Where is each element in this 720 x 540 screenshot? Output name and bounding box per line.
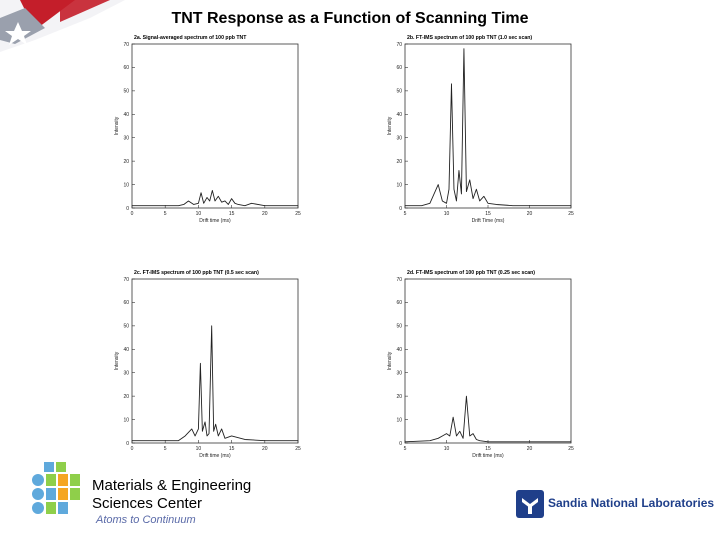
- y-tick-label: 40: [123, 112, 129, 118]
- chart-title: 2a. Signal-averaged spectrum of 100 ppb …: [134, 35, 247, 41]
- y-tick-label: 10: [123, 182, 129, 188]
- chart-title: 2c. FT-IMS spectrum of 100 ppb TNT (0.5 …: [134, 270, 259, 276]
- y-tick-label: 50: [396, 89, 402, 95]
- flag-graphic: [0, 0, 125, 52]
- x-tick-label: 0: [131, 211, 134, 217]
- y-tick-label: 70: [396, 42, 402, 48]
- x-axis-label: Drift time (ms): [199, 218, 231, 224]
- center-name: Materials & Engineering Sciences Center: [92, 477, 251, 513]
- x-tick-label: 20: [527, 211, 533, 217]
- y-tick-label: 20: [396, 394, 402, 400]
- x-tick-label: 20: [262, 211, 268, 217]
- x-tick-label: 25: [568, 211, 574, 217]
- chart-title: 2b. FT-IMS spectrum of 100 ppb TNT (1.0 …: [407, 35, 532, 41]
- y-tick-label: 60: [123, 65, 129, 71]
- x-tick-label: 25: [295, 211, 301, 217]
- x-tick-label: 15: [229, 211, 235, 217]
- y-tick-label: 20: [396, 159, 402, 165]
- chart-panel-2d: 2d. FT-IMS spectrum of 100 ppb TNT (0.25…: [385, 265, 585, 465]
- y-axis-label: Intensity: [387, 116, 393, 135]
- plot-frame: [131, 278, 299, 444]
- plot-frame: [404, 43, 572, 209]
- chart-panel-2c: 2c. FT-IMS spectrum of 100 ppb TNT (0.5 …: [112, 265, 312, 465]
- slide-title: TNT Response as a Function of Scanning T…: [171, 10, 529, 27]
- y-tick-label: 60: [123, 300, 129, 306]
- x-tick-label: 20: [262, 446, 268, 452]
- y-tick-label: 40: [396, 347, 402, 353]
- y-axis-label: Intensity: [387, 351, 393, 370]
- chart-panel-2b: 2b. FT-IMS spectrum of 100 ppb TNT (1.0 …: [385, 30, 585, 230]
- y-tick-label: 40: [396, 112, 402, 118]
- y-axis-label: Intensity: [114, 116, 120, 135]
- x-tick-label: 0: [131, 446, 134, 452]
- sandia-thunderbird-icon: [516, 490, 544, 518]
- y-tick-label: 70: [123, 42, 129, 48]
- y-tick-label: 20: [123, 159, 129, 165]
- spectrum-line: [405, 48, 571, 207]
- plot-frame: [131, 43, 299, 209]
- y-tick-label: 70: [396, 277, 402, 283]
- y-tick-label: 30: [123, 371, 129, 377]
- y-tick-label: 0: [399, 441, 402, 447]
- center-name-line1: Materials & Engineering: [92, 477, 252, 494]
- center-logo-icon: [32, 462, 80, 514]
- x-tick-label: 15: [485, 211, 491, 217]
- x-tick-label: 10: [444, 446, 450, 452]
- x-tick-label: 5: [164, 211, 167, 217]
- y-tick-label: 30: [396, 371, 402, 377]
- y-tick-label: 20: [123, 394, 129, 400]
- y-tick-label: 0: [399, 206, 402, 212]
- spectrum-line: [404, 395, 571, 443]
- chart-2d: 2d. FT-IMS spectrum of 100 ppb TNT (0.25…: [387, 270, 574, 459]
- x-tick-label: 25: [295, 446, 301, 452]
- x-tick-label: 5: [404, 211, 407, 217]
- y-tick-label: 30: [123, 136, 129, 142]
- y-tick-label: 0: [126, 441, 129, 447]
- x-tick-label: 10: [196, 211, 202, 217]
- y-tick-label: 10: [396, 182, 402, 188]
- y-tick-label: 40: [123, 347, 129, 353]
- y-tick-label: 60: [396, 300, 402, 306]
- y-tick-label: 50: [123, 89, 129, 95]
- x-tick-label: 15: [229, 446, 235, 452]
- sandia-name: Sandia National Laboratories: [548, 496, 715, 510]
- spectrum-line: [132, 189, 298, 207]
- x-tick-label: 5: [404, 446, 407, 452]
- y-tick-label: 30: [396, 136, 402, 142]
- spectrum-line: [132, 325, 298, 442]
- x-tick-label: 10: [444, 211, 450, 217]
- center-name-line2: Sciences Center: [92, 495, 203, 512]
- y-tick-label: 0: [126, 206, 129, 212]
- y-tick-label: 10: [123, 417, 129, 423]
- x-axis-label: Drift time (ms): [199, 453, 231, 459]
- y-tick-label: 70: [123, 277, 129, 283]
- center-tagline: Atoms to Continuum: [96, 514, 196, 526]
- x-tick-label: 10: [196, 446, 202, 452]
- x-tick-label: 20: [527, 446, 533, 452]
- chart-title: 2d. FT-IMS spectrum of 100 ppb TNT (0.25…: [407, 270, 535, 276]
- x-axis-label: Drift time (ms): [472, 453, 504, 459]
- x-tick-label: 15: [485, 446, 491, 452]
- y-tick-label: 10: [396, 417, 402, 423]
- y-tick-label: 50: [396, 324, 402, 330]
- x-axis-label: Drift Time (ms): [472, 218, 505, 224]
- y-tick-label: 60: [396, 65, 402, 71]
- x-tick-label: 25: [568, 446, 574, 452]
- chart-2a: 2a. Signal-averaged spectrum of 100 ppb …: [114, 35, 301, 224]
- y-axis-label: Intensity: [114, 351, 120, 370]
- chart-panel-2a: 2a. Signal-averaged spectrum of 100 ppb …: [112, 30, 312, 230]
- chart-2c: 2c. FT-IMS spectrum of 100 ppb TNT (0.5 …: [114, 270, 301, 459]
- plot-frame: [404, 278, 572, 444]
- y-tick-label: 50: [123, 324, 129, 330]
- chart-2b: 2b. FT-IMS spectrum of 100 ppb TNT (1.0 …: [387, 35, 574, 224]
- x-tick-label: 5: [164, 446, 167, 452]
